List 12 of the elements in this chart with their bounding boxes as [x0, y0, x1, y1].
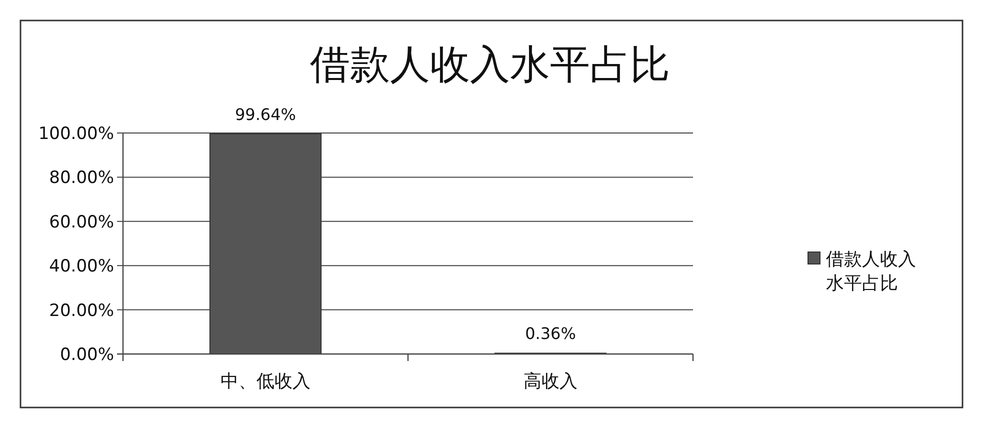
legend-label: 借款人收入水平占比	[826, 249, 916, 294]
ytick: 40.00%	[49, 256, 114, 277]
ytick: 0.00%	[60, 345, 114, 365]
ytick: 80.00%	[49, 168, 114, 188]
ytick: 60.00%	[49, 212, 114, 232]
ytick: 100.00%	[38, 124, 114, 144]
ytick: 20.00%	[49, 300, 114, 321]
xtick: 高收入	[524, 371, 578, 392]
title: 借款人收入水平占比	[310, 42, 670, 88]
xtick: 中、低收入	[220, 371, 310, 392]
data-label: 99.64%	[235, 104, 296, 124]
data-label: 0.36%	[525, 324, 576, 344]
